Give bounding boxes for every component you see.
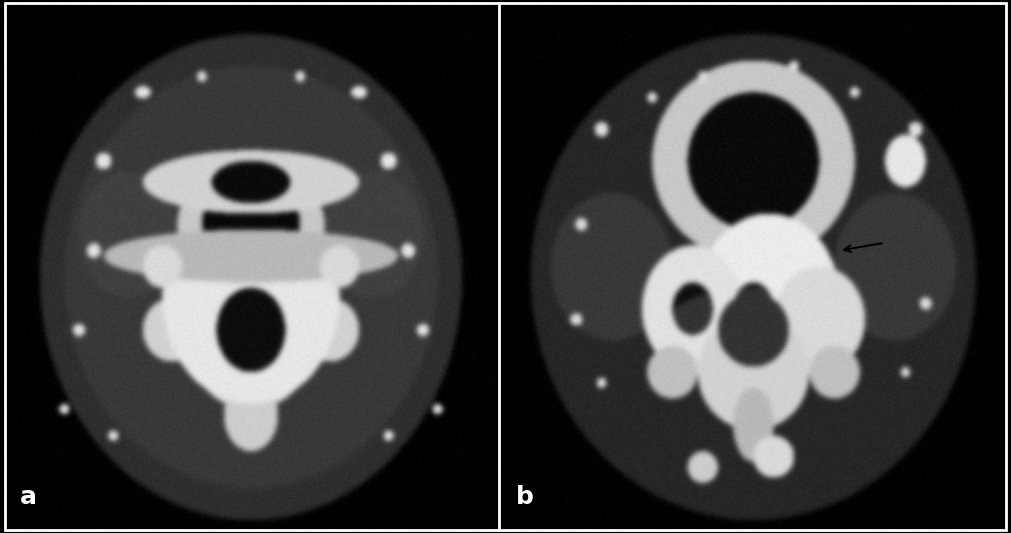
Text: b: b [516,485,534,509]
Text: a: a [20,485,36,509]
